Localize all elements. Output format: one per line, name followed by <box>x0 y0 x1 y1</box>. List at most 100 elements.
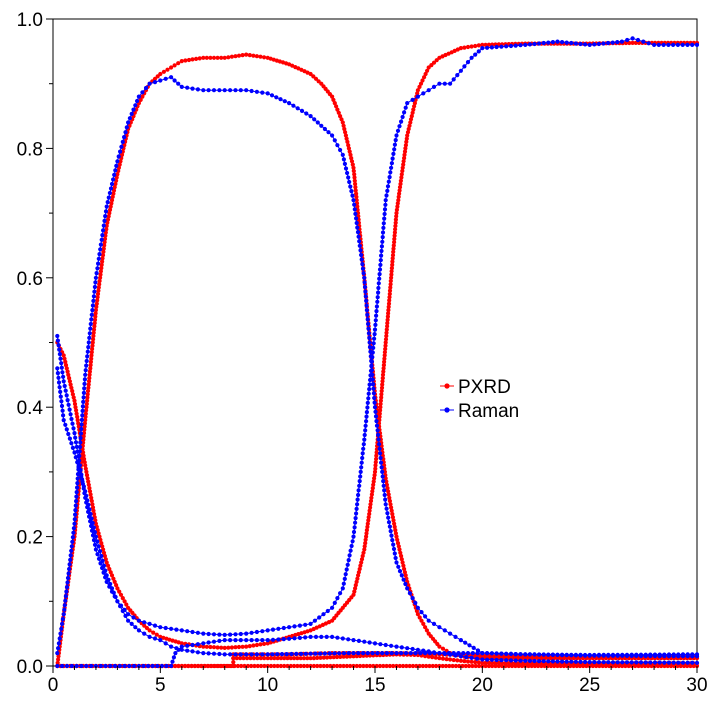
data-point-raman <box>362 275 367 280</box>
data-point-pxrd <box>288 663 293 669</box>
data-point-raman <box>233 652 238 657</box>
data-point-pxrd <box>398 181 403 187</box>
data-point-raman <box>93 280 98 285</box>
data-point-pxrd <box>315 655 320 661</box>
data-point-raman <box>426 88 431 93</box>
data-point-raman <box>118 604 123 609</box>
data-point-raman <box>513 43 518 48</box>
data-point-pxrd <box>383 346 388 352</box>
data-point-raman <box>308 114 313 119</box>
data-point-pxrd <box>84 469 89 474</box>
series-curves <box>55 36 700 669</box>
data-point-raman <box>338 591 343 596</box>
data-point-raman <box>55 651 60 656</box>
data-point-pxrd <box>342 126 347 132</box>
data-point-pxrd <box>415 612 420 617</box>
data-point-raman <box>73 503 78 508</box>
y-tick-label: 0.6 <box>17 269 43 290</box>
data-point-raman <box>578 652 583 658</box>
data-point-pxrd <box>176 663 181 669</box>
data-point-pxrd <box>425 68 430 73</box>
data-point-raman <box>337 651 342 656</box>
data-point-pxrd <box>364 534 369 539</box>
data-point-pxrd <box>490 660 495 666</box>
data-point-raman <box>343 166 349 171</box>
data-point-raman <box>66 402 71 407</box>
data-point-raman <box>382 211 387 217</box>
data-point-raman <box>592 652 597 658</box>
data-point-raman <box>610 40 615 45</box>
data-point-pxrd <box>233 54 238 59</box>
data-point-raman <box>59 403 65 409</box>
data-point-pxrd <box>437 644 442 649</box>
data-point-raman <box>254 638 259 643</box>
data-point-raman <box>518 652 523 657</box>
data-point-raman <box>312 117 317 122</box>
data-point-raman <box>124 125 129 130</box>
data-point-raman <box>79 474 84 479</box>
data-point-raman <box>504 44 509 49</box>
data-point-pxrd <box>362 547 367 552</box>
x-tick-label: 0 <box>48 675 59 696</box>
data-point-pxrd <box>86 379 92 384</box>
data-point-pxrd <box>393 528 398 533</box>
data-point-pxrd <box>455 658 460 663</box>
data-point-raman <box>652 660 658 665</box>
data-point-raman <box>413 651 418 656</box>
data-point-raman <box>351 198 356 203</box>
data-point-raman <box>228 638 233 643</box>
data-point-raman <box>99 553 104 559</box>
data-point-raman <box>74 499 79 504</box>
data-point-pxrd <box>255 656 260 661</box>
data-point-pxrd <box>373 463 378 468</box>
data-point-pxrd <box>444 657 449 662</box>
data-point-pxrd <box>292 663 297 669</box>
data-point-pxrd <box>285 656 290 661</box>
data-point-raman <box>560 652 565 657</box>
data-point-raman <box>63 594 68 599</box>
data-point-raman <box>379 244 384 249</box>
data-point-pxrd <box>374 456 379 462</box>
data-point-pxrd <box>387 498 392 504</box>
data-point-raman <box>419 610 424 615</box>
data-point-pxrd <box>385 324 390 329</box>
data-point-pxrd <box>219 645 224 650</box>
data-point-raman <box>375 295 380 300</box>
data-point-raman <box>96 556 102 561</box>
data-point-raman <box>111 590 116 595</box>
data-point-raman <box>374 313 379 318</box>
data-point-raman <box>392 147 397 152</box>
data-point-raman <box>473 52 478 57</box>
data-point-pxrd <box>249 663 254 669</box>
data-point-pxrd <box>292 656 297 661</box>
data-point-raman <box>113 168 118 173</box>
data-point-raman <box>68 412 73 417</box>
data-point-raman <box>78 435 83 441</box>
data-point-pxrd <box>282 663 287 669</box>
data-point-pxrd <box>351 168 356 174</box>
data-point-pxrd <box>387 288 393 293</box>
data-point-raman <box>170 659 175 664</box>
data-point-raman <box>308 651 313 656</box>
data-point-raman <box>385 188 390 193</box>
data-point-pxrd <box>427 663 432 669</box>
data-point-pxrd <box>241 656 246 661</box>
data-point-raman <box>75 485 80 490</box>
data-point-pxrd <box>473 43 478 49</box>
data-point-pxrd <box>346 143 351 148</box>
data-point-raman <box>378 262 383 267</box>
data-point-raman <box>201 651 206 656</box>
data-point-pxrd <box>87 486 92 491</box>
data-point-raman <box>201 88 206 93</box>
data-point-pxrd <box>338 114 343 119</box>
data-point-raman <box>365 405 370 410</box>
data-point-raman <box>201 631 206 636</box>
data-point-raman <box>155 663 160 669</box>
data-point-pxrd <box>384 327 389 332</box>
data-point-raman <box>89 663 94 669</box>
data-point-raman <box>676 660 681 665</box>
data-point-raman <box>405 646 410 651</box>
data-point-pxrd <box>403 143 408 148</box>
data-point-pxrd <box>90 343 95 348</box>
